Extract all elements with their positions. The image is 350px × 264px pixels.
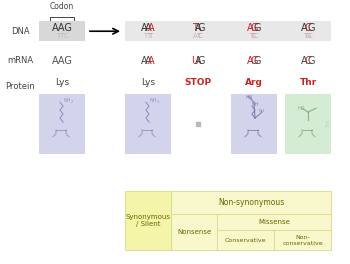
Text: A: A	[145, 56, 151, 66]
Text: 2: 2	[71, 100, 73, 104]
Text: A: A	[301, 56, 308, 66]
Text: A: A	[141, 23, 148, 33]
Text: NH: NH	[150, 98, 158, 103]
Text: T: T	[191, 23, 197, 33]
Text: Non-synonymous: Non-synonymous	[218, 198, 284, 207]
Bar	[125, 21, 331, 41]
Text: AAG: AAG	[51, 56, 72, 66]
Text: TTC: TTC	[56, 33, 68, 39]
Text: A: A	[195, 56, 201, 66]
Text: U: U	[191, 56, 198, 66]
Text: Nonsense: Nonsense	[177, 229, 211, 235]
Text: G: G	[198, 23, 205, 33]
Text: NH: NH	[252, 102, 259, 107]
Text: HN: HN	[246, 95, 253, 100]
Text: C: C	[304, 23, 312, 33]
Text: A: A	[301, 23, 308, 33]
Text: G: G	[250, 56, 258, 66]
Text: C: C	[252, 33, 256, 39]
Text: T: T	[196, 33, 200, 39]
Text: T: T	[146, 33, 150, 39]
Text: G: G	[308, 23, 315, 33]
Text: Lys: Lys	[141, 78, 155, 87]
Bar	[125, 94, 171, 154]
Text: A: A	[195, 23, 201, 33]
Text: G: G	[250, 23, 258, 33]
Text: T: T	[249, 33, 254, 39]
Text: AAG: AAG	[51, 23, 72, 33]
Text: A: A	[148, 56, 155, 66]
Text: T: T	[148, 33, 153, 39]
Text: T: T	[303, 33, 308, 39]
Text: NH: NH	[259, 109, 265, 113]
Text: A: A	[145, 23, 151, 33]
Text: G: G	[254, 56, 261, 66]
Text: G: G	[308, 56, 315, 66]
Text: A: A	[148, 23, 155, 33]
Text: Lys: Lys	[55, 78, 69, 87]
Text: STOP: STOP	[184, 78, 211, 87]
Text: G: G	[305, 33, 311, 39]
Text: A: A	[247, 56, 254, 66]
Text: NH: NH	[64, 98, 71, 103]
Text: C: C	[308, 33, 313, 39]
Text: C: C	[304, 56, 312, 66]
Text: DNA: DNA	[11, 27, 29, 36]
Text: Thr: Thr	[327, 120, 331, 128]
Text: G: G	[254, 23, 261, 33]
Text: A: A	[193, 33, 198, 39]
Bar	[171, 191, 331, 250]
Text: Non-
conservative: Non- conservative	[282, 235, 323, 246]
Bar	[125, 191, 171, 250]
Bar	[285, 94, 331, 154]
Text: HO: HO	[298, 106, 306, 111]
Bar	[231, 94, 277, 154]
Text: G: G	[198, 56, 205, 66]
Text: Codon: Codon	[50, 2, 74, 11]
Bar	[39, 94, 85, 154]
Text: Protein: Protein	[5, 82, 35, 91]
Text: Conservative: Conservative	[225, 238, 266, 243]
Bar	[39, 21, 85, 41]
Text: C: C	[198, 33, 203, 39]
Text: Thr: Thr	[299, 78, 317, 87]
Text: A: A	[247, 23, 254, 33]
Bar	[175, 94, 221, 154]
Text: Synonymous
/ Silent: Synonymous / Silent	[126, 214, 170, 227]
Text: Arg: Arg	[245, 78, 263, 87]
Text: A: A	[141, 56, 148, 66]
Text: Missense: Missense	[258, 219, 290, 225]
Text: C: C	[254, 33, 259, 39]
Text: mRNA: mRNA	[7, 56, 33, 65]
Text: T: T	[144, 33, 148, 39]
Text: 2: 2	[157, 100, 159, 104]
